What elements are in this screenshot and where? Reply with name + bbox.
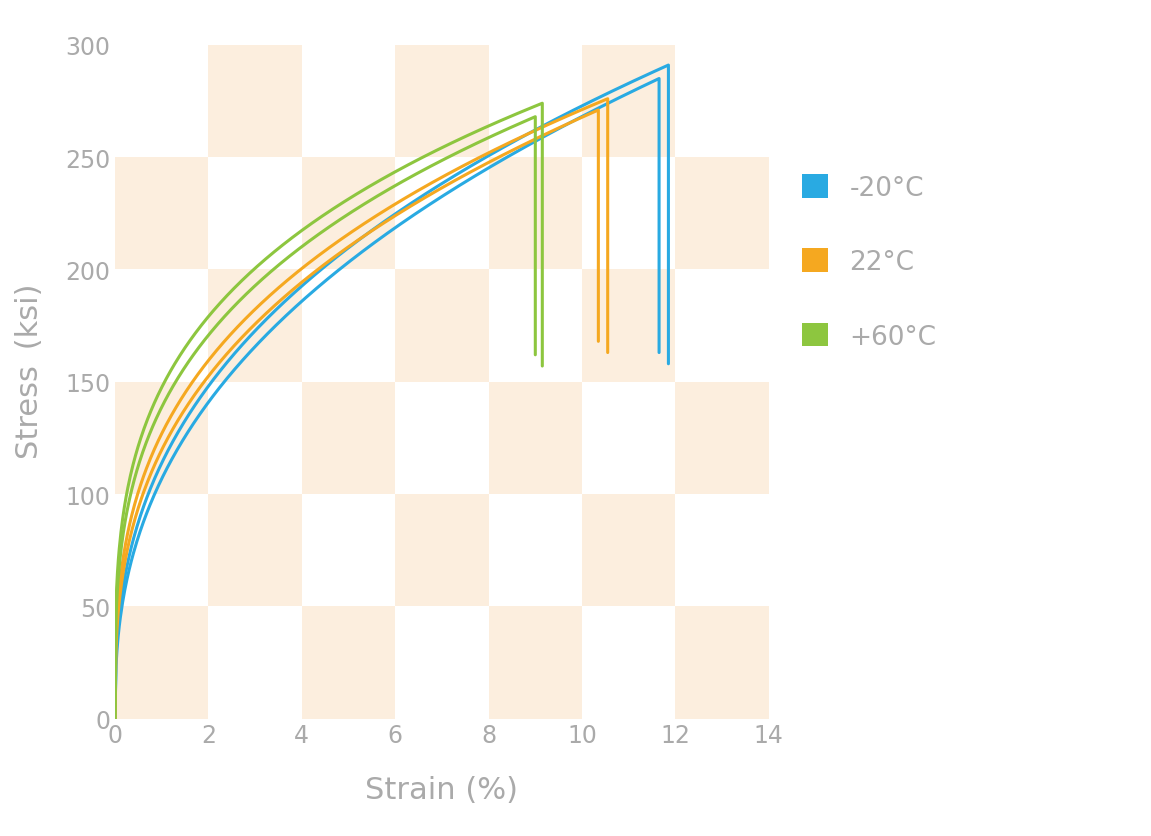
Legend: -20°C, 22°C, +60°C: -20°C, 22°C, +60°C — [788, 161, 950, 364]
Bar — [115, 607, 208, 719]
Bar — [582, 494, 676, 607]
Bar — [208, 494, 302, 607]
Bar — [115, 158, 208, 270]
Bar — [115, 382, 208, 494]
X-axis label: Strain (%): Strain (%) — [365, 775, 518, 804]
Bar — [302, 158, 395, 270]
Bar — [395, 270, 488, 382]
Bar — [488, 607, 582, 719]
Bar — [208, 270, 302, 382]
Bar — [676, 607, 769, 719]
Bar — [208, 46, 302, 158]
Bar — [676, 382, 769, 494]
Bar — [582, 46, 676, 158]
Bar — [395, 46, 488, 158]
Bar — [488, 382, 582, 494]
Bar — [302, 382, 395, 494]
Bar — [488, 158, 582, 270]
Bar — [395, 494, 488, 607]
Bar — [676, 158, 769, 270]
Bar — [302, 607, 395, 719]
Y-axis label: Stress  (ksi): Stress (ksi) — [15, 283, 44, 459]
Bar — [582, 270, 676, 382]
